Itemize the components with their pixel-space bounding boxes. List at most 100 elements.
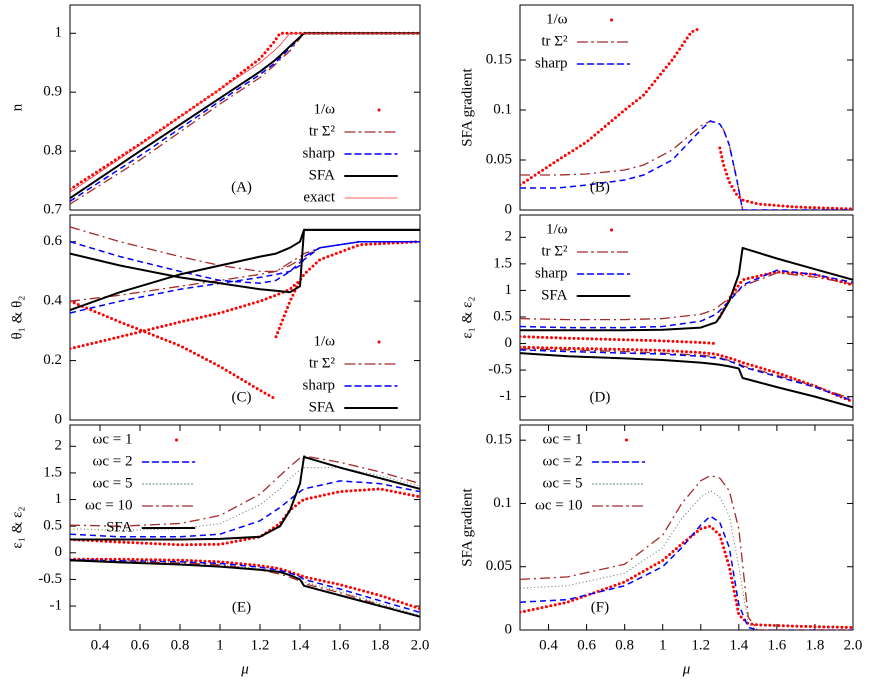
series-line <box>70 557 420 611</box>
y-tick-label: 0.15 <box>486 51 512 67</box>
plot-frame <box>519 4 854 211</box>
x-tick-label: 1.8 <box>371 637 390 653</box>
x-tick-label: 0.8 <box>171 637 190 653</box>
legend-label: tr Σ² <box>309 123 336 139</box>
legend-label: 1/ω <box>313 101 335 117</box>
series-line <box>520 490 853 630</box>
y-tick-label: 0 <box>55 544 63 560</box>
legend-label: sharp <box>303 377 336 393</box>
panel-label: (A) <box>231 179 252 195</box>
y-tick-label: -1 <box>50 597 63 613</box>
series-line <box>70 455 420 527</box>
series-line <box>70 226 420 273</box>
x-tick-label: 0.8 <box>615 637 634 653</box>
legend-label: sharp <box>535 55 568 71</box>
legend-label: ωc = 1 <box>543 431 583 447</box>
y-tick-label: 0.15 <box>486 432 512 448</box>
y-tick-label: 1 <box>55 25 63 41</box>
legend-label: sharp <box>535 265 568 281</box>
legend-label: SFA <box>309 399 336 415</box>
series-line <box>70 480 420 538</box>
x-tick-label: 1 <box>659 637 667 653</box>
y-tick-label: 0 <box>505 621 513 637</box>
series-line <box>520 352 853 409</box>
series-line <box>520 515 853 630</box>
legend-label: tr Σ² <box>309 355 336 371</box>
legend-label: 1/ω <box>546 11 568 27</box>
x-tick-label: 2.0 <box>411 637 430 653</box>
y-tick-label: 0.05 <box>486 558 512 574</box>
y-tick-label: 1.5 <box>493 255 512 271</box>
series-line <box>520 26 853 210</box>
y-axis-label: ε₁ & ε₂ <box>459 296 475 338</box>
series-line <box>520 524 853 629</box>
y-tick-label: 0.6 <box>43 233 62 249</box>
y-axis-label: ε₁ & ε₂ <box>9 506 25 548</box>
y-tick-label: 0.1 <box>493 495 512 511</box>
y-tick-label: 0.2 <box>43 352 62 368</box>
y-tick-label: 0.8 <box>43 143 62 159</box>
legend-label: tr Σ² <box>541 243 568 259</box>
x-tick-label: 1.4 <box>729 637 748 653</box>
panel-label: (D) <box>590 389 611 405</box>
series-line <box>70 455 420 541</box>
series-line <box>70 558 420 614</box>
series-line <box>520 348 853 400</box>
x-axis-label: μ <box>240 661 249 677</box>
series-line <box>520 474 853 630</box>
series-line <box>520 349 853 402</box>
x-tick-label: 0.6 <box>131 637 150 653</box>
y-tick-label: 0.5 <box>493 308 512 324</box>
series-line <box>520 335 718 345</box>
x-tick-label: 0.6 <box>577 637 596 653</box>
series-line <box>70 559 420 616</box>
x-tick-label: 1.4 <box>291 637 310 653</box>
series-line <box>520 272 853 321</box>
panel-label: (E) <box>232 599 251 615</box>
legend-label: tr Σ² <box>541 33 568 49</box>
series-line <box>70 228 420 312</box>
x-tick-label: 1.6 <box>768 637 787 653</box>
y-tick-label: 0.5 <box>43 518 62 534</box>
legend-label: sharp <box>303 145 336 161</box>
legend-label: 1/ω <box>546 221 568 237</box>
series-line <box>520 246 853 332</box>
legend-label: SFA <box>541 287 568 303</box>
x-tick-label: 0.4 <box>91 637 110 653</box>
series-line <box>520 120 853 210</box>
x-axis-label: μ <box>682 661 691 677</box>
y-tick-label: -0.5 <box>38 571 62 587</box>
legend-label: ωc = 2 <box>543 453 583 469</box>
plot-frame <box>69 214 421 421</box>
x-tick-label: 1.2 <box>691 637 710 653</box>
series-line <box>520 120 853 210</box>
series-line <box>70 487 420 547</box>
y-tick-label: 1 <box>505 282 513 298</box>
panel-label: (F) <box>591 599 609 615</box>
panel-label: (B) <box>590 179 610 195</box>
y-tick-label: -1 <box>500 388 513 404</box>
y-axis-label: θ₁ & θ₂ <box>9 296 25 340</box>
y-tick-label: 1.5 <box>43 464 62 480</box>
legend-label: SFA <box>106 519 133 535</box>
y-tick-label: 2 <box>505 229 513 245</box>
legend-label: ωc = 10 <box>85 497 133 513</box>
legend-label: exact <box>303 189 335 205</box>
series-line <box>70 31 420 191</box>
y-axis-label: SFA gradient <box>459 67 475 146</box>
y-tick-label: 0.05 <box>486 151 512 167</box>
series-line <box>70 299 278 401</box>
y-axis-label: SFA gradient <box>459 487 475 566</box>
plot-frame <box>69 4 421 211</box>
plot-frame <box>519 424 854 631</box>
y-tick-label: 1 <box>55 491 63 507</box>
legend-label: ωc = 5 <box>93 475 133 491</box>
legend-label: SFA <box>309 167 336 183</box>
series-line <box>70 240 420 285</box>
y-tick-label: 0.7 <box>43 201 62 217</box>
series-line <box>70 240 420 314</box>
series-line <box>520 269 853 329</box>
x-tick-label: 0.4 <box>539 637 558 653</box>
series-line <box>70 560 420 618</box>
